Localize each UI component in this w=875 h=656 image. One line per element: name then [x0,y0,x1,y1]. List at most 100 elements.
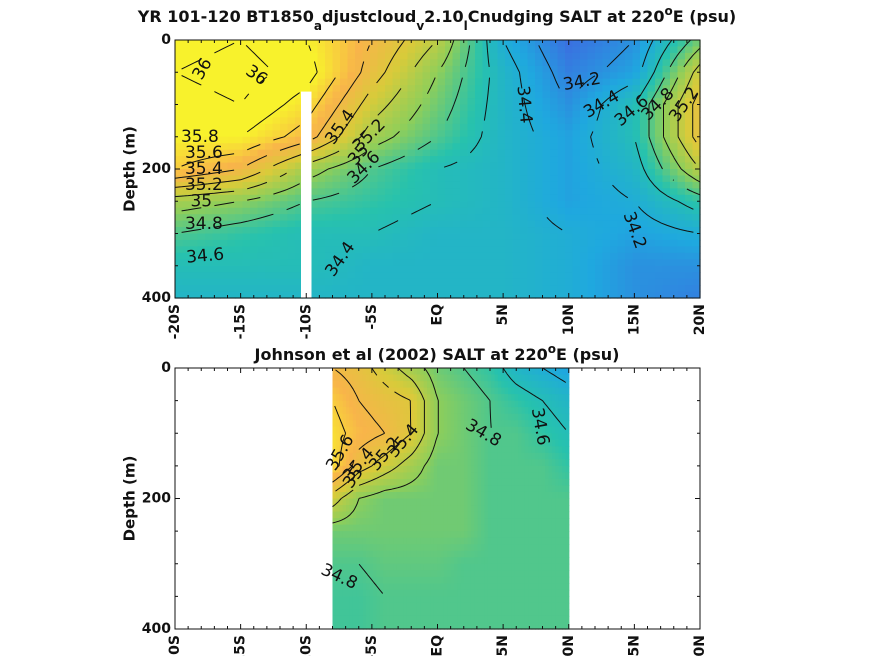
heatmap-cell [349,498,354,506]
heatmap-cell [572,110,581,118]
heatmap-cell [685,136,694,144]
heatmap-cell [685,220,694,228]
heatmap-cell [257,285,266,293]
heatmap-cell [587,246,596,254]
heatmap-cell [346,446,350,454]
heatmap-cell [490,233,499,241]
heatmap-cell [190,220,199,228]
heatmap-cell [410,505,415,513]
heatmap-cell [386,452,391,460]
heatmap-cell [356,446,361,454]
heatmap-cell [370,201,379,209]
heatmap-cell [655,285,664,293]
heatmap-cell [497,400,502,408]
heatmap-cell [474,381,479,389]
heatmap-cell [235,272,244,280]
heatmap-cell [362,98,371,106]
heatmap-cell [280,104,289,112]
heatmap-cell [175,246,184,254]
heatmap-cell [385,149,394,157]
heatmap-cell [349,576,354,584]
heatmap-cell [655,65,664,73]
heatmap-cell [349,589,354,597]
heatmap-cell [332,65,341,73]
heatmap-cell [427,446,431,454]
heatmap-cell [692,220,701,228]
heatmap-cell [475,156,484,164]
heatmap-cell [400,156,409,164]
heatmap-cell [550,123,559,131]
heatmap-cell [287,252,296,260]
heatmap-cell [670,175,679,183]
heatmap-cell [452,181,461,189]
heatmap-cell [670,85,679,93]
heatmap-cell [625,278,634,286]
heatmap-cell [457,531,462,539]
heatmap-cell [407,278,416,286]
heatmap-cell [527,40,536,48]
heatmap-cell [257,220,266,228]
heatmap-cell [272,156,281,164]
heatmap-cell [481,413,485,421]
heatmap-cell [406,472,411,480]
heatmap-cell [670,252,679,260]
heatmap-cell [407,156,416,164]
heatmap-cell [692,52,701,60]
heatmap-cell [662,46,671,54]
heatmap-cell [494,420,499,428]
heatmap-cell [557,272,566,280]
heatmap-cell [400,252,409,260]
heatmap-cell [481,563,485,571]
heatmap-cell [477,478,482,487]
heatmap-cell [366,394,371,402]
heatmap-cell [692,227,701,235]
heatmap-cell [362,400,367,408]
heatmap-cell [373,615,377,624]
heatmap-cell [454,544,458,552]
heatmap-cell [440,563,445,571]
heatmap-cell [377,136,386,144]
heatmap-cell [386,576,391,584]
heatmap-cell [393,368,398,376]
heatmap-cell [527,259,536,267]
heatmap-cell [565,181,574,189]
heatmap-cell [369,478,374,487]
heatmap-cell [655,85,664,93]
heatmap-cell [452,104,461,112]
heatmap-cell [420,413,425,421]
heatmap-cell [437,46,446,54]
heatmap-cell [494,537,499,545]
heatmap-cell [550,98,559,106]
heatmap-cell [393,518,398,526]
heatmap-cell [454,433,458,441]
heatmap-cell [474,420,479,428]
heatmap-cell [342,491,347,500]
heatmap-cell [445,162,454,170]
heatmap-cell [470,498,475,506]
heatmap-cell [406,550,411,558]
heatmap-cell [460,518,465,526]
contour-label: 34.6 [185,244,224,267]
heatmap-cell [565,130,574,138]
heatmap-cell [182,201,191,209]
heatmap-cell [625,130,634,138]
heatmap-cell [670,65,679,73]
heatmap-cell [212,59,221,67]
heatmap-cell [632,227,641,235]
heatmap-cell [580,227,589,235]
heatmap-cell [317,104,326,112]
heatmap-cell [212,252,221,260]
heatmap-cell [182,220,191,228]
heatmap-cell [437,233,446,241]
heatmap-cell [410,407,415,415]
heatmap-cell [430,557,435,565]
heatmap-cell [332,511,337,519]
heatmap-cell [497,381,502,389]
heatmap-cell [393,478,398,487]
heatmap-cell [587,220,596,228]
heatmap-cell [420,537,425,545]
heatmap-cell [427,550,431,558]
heatmap-cell [460,246,469,254]
heatmap-cell [355,220,364,228]
heatmap-cell [484,381,489,389]
